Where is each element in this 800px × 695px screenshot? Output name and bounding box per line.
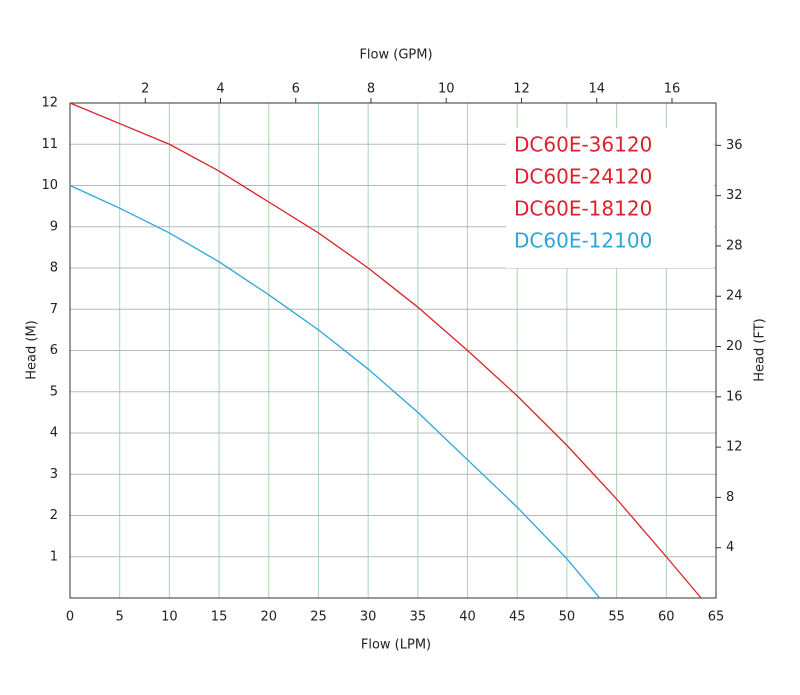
y2-tick-label: 16 [726, 389, 743, 404]
y-tick-label: 8 [50, 261, 58, 276]
line [69, 184, 601, 599]
y2-tick-label: 8 [726, 490, 734, 505]
x2-tick-label: 12 [513, 82, 530, 97]
line [69, 102, 702, 599]
x-tick-label: 10 [161, 610, 178, 625]
y-tick-label: 7 [50, 302, 58, 317]
x-tick-label: 25 [310, 610, 327, 625]
x-tick-label: 40 [459, 610, 476, 625]
x-tick-label: 65 [708, 610, 725, 625]
y2-tick-label: 24 [726, 289, 743, 304]
legend-box [506, 128, 714, 268]
legend-entry: DC60E-18120 [514, 197, 652, 221]
x-tick-label: 30 [360, 610, 377, 625]
x2-tick-label: 4 [216, 82, 224, 97]
x2-tick-label: 8 [367, 82, 375, 97]
x-tick-label: 35 [410, 610, 427, 625]
y-tick-label: 12 [41, 96, 58, 111]
y-tick-label: 10 [41, 178, 58, 193]
y2-tick-label: 4 [726, 540, 734, 555]
x2-tick-label: 2 [141, 82, 149, 97]
y-tick-label: 11 [41, 137, 58, 152]
x2-tick-label: 10 [438, 82, 455, 97]
x-tick-label: 20 [260, 610, 277, 625]
y-tick-label: 2 [50, 508, 58, 523]
x-tick-label: 0 [66, 610, 74, 625]
y-tick-label: 5 [50, 384, 58, 399]
legend-entry: DC60E-12100 [514, 229, 652, 253]
x2-tick-label: 16 [664, 82, 681, 97]
y2-tick-label: 36 [726, 138, 743, 153]
x-tick-label: 15 [211, 610, 228, 625]
x2-axis-label: Flow (GPM) [359, 48, 432, 63]
y2-tick-label: 32 [726, 188, 743, 203]
y2-tick-label: 12 [726, 440, 743, 455]
x-tick-label: 45 [509, 610, 526, 625]
y-tick-label: 6 [50, 343, 58, 358]
y-tick-label: 1 [50, 549, 58, 564]
y-tick-label: 4 [50, 426, 58, 441]
x2-tick-label: 6 [292, 82, 300, 97]
legend-entry: DC60E-24120 [514, 165, 652, 189]
y-axis-label: Head (M) [25, 320, 40, 379]
x-axis-label: Flow (LPM) [361, 638, 431, 653]
y-tick-label: 3 [50, 467, 58, 482]
y2-tick-label: 20 [726, 339, 743, 354]
y2-tick-label: 28 [726, 238, 743, 253]
legend-entry: DC60E-36120 [514, 133, 652, 157]
x-tick-label: 5 [116, 610, 124, 625]
x2-tick-label: 14 [588, 82, 605, 97]
y-tick-label: 9 [50, 219, 58, 234]
x-tick-label: 55 [608, 610, 625, 625]
x-tick-label: 60 [658, 610, 675, 625]
y2-axis-label: Head (FT) [753, 318, 768, 381]
plot-frame [69, 102, 717, 599]
x-tick-label: 50 [559, 610, 576, 625]
